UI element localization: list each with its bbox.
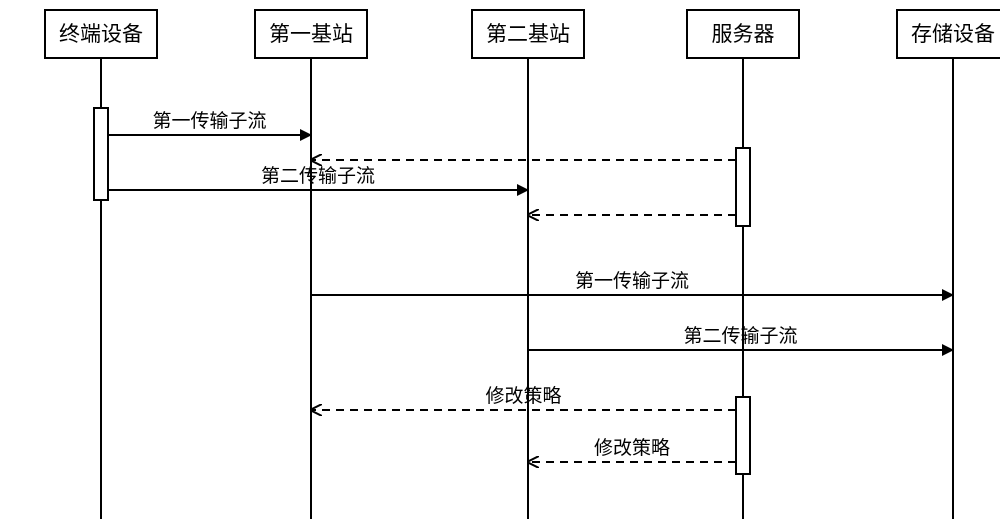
message-label-5: 第二传输子流 [683, 325, 797, 347]
activation-p3 [736, 148, 750, 226]
message-label-4: 第一传输子流 [575, 270, 689, 292]
activation-p0 [94, 108, 108, 200]
participant-label-p2: 第二基站 [486, 22, 570, 46]
participant-label-p1: 第一基站 [269, 22, 353, 46]
message-label-7: 修改策略 [594, 437, 670, 459]
message-label-2: 第二传输子流 [261, 165, 375, 187]
message-label-0: 第一传输子流 [152, 110, 266, 132]
sequence-diagram: 终端设备第一基站第二基站服务器存储设备第一传输子流第二传输子流第一传输子流第二传… [0, 0, 1000, 519]
participant-label-p4: 存储设备 [911, 22, 995, 46]
message-label-6: 修改策略 [485, 385, 561, 407]
activation-p3 [736, 397, 750, 474]
participant-label-p3: 服务器 [712, 22, 775, 46]
participant-label-p0: 终端设备 [59, 22, 143, 46]
